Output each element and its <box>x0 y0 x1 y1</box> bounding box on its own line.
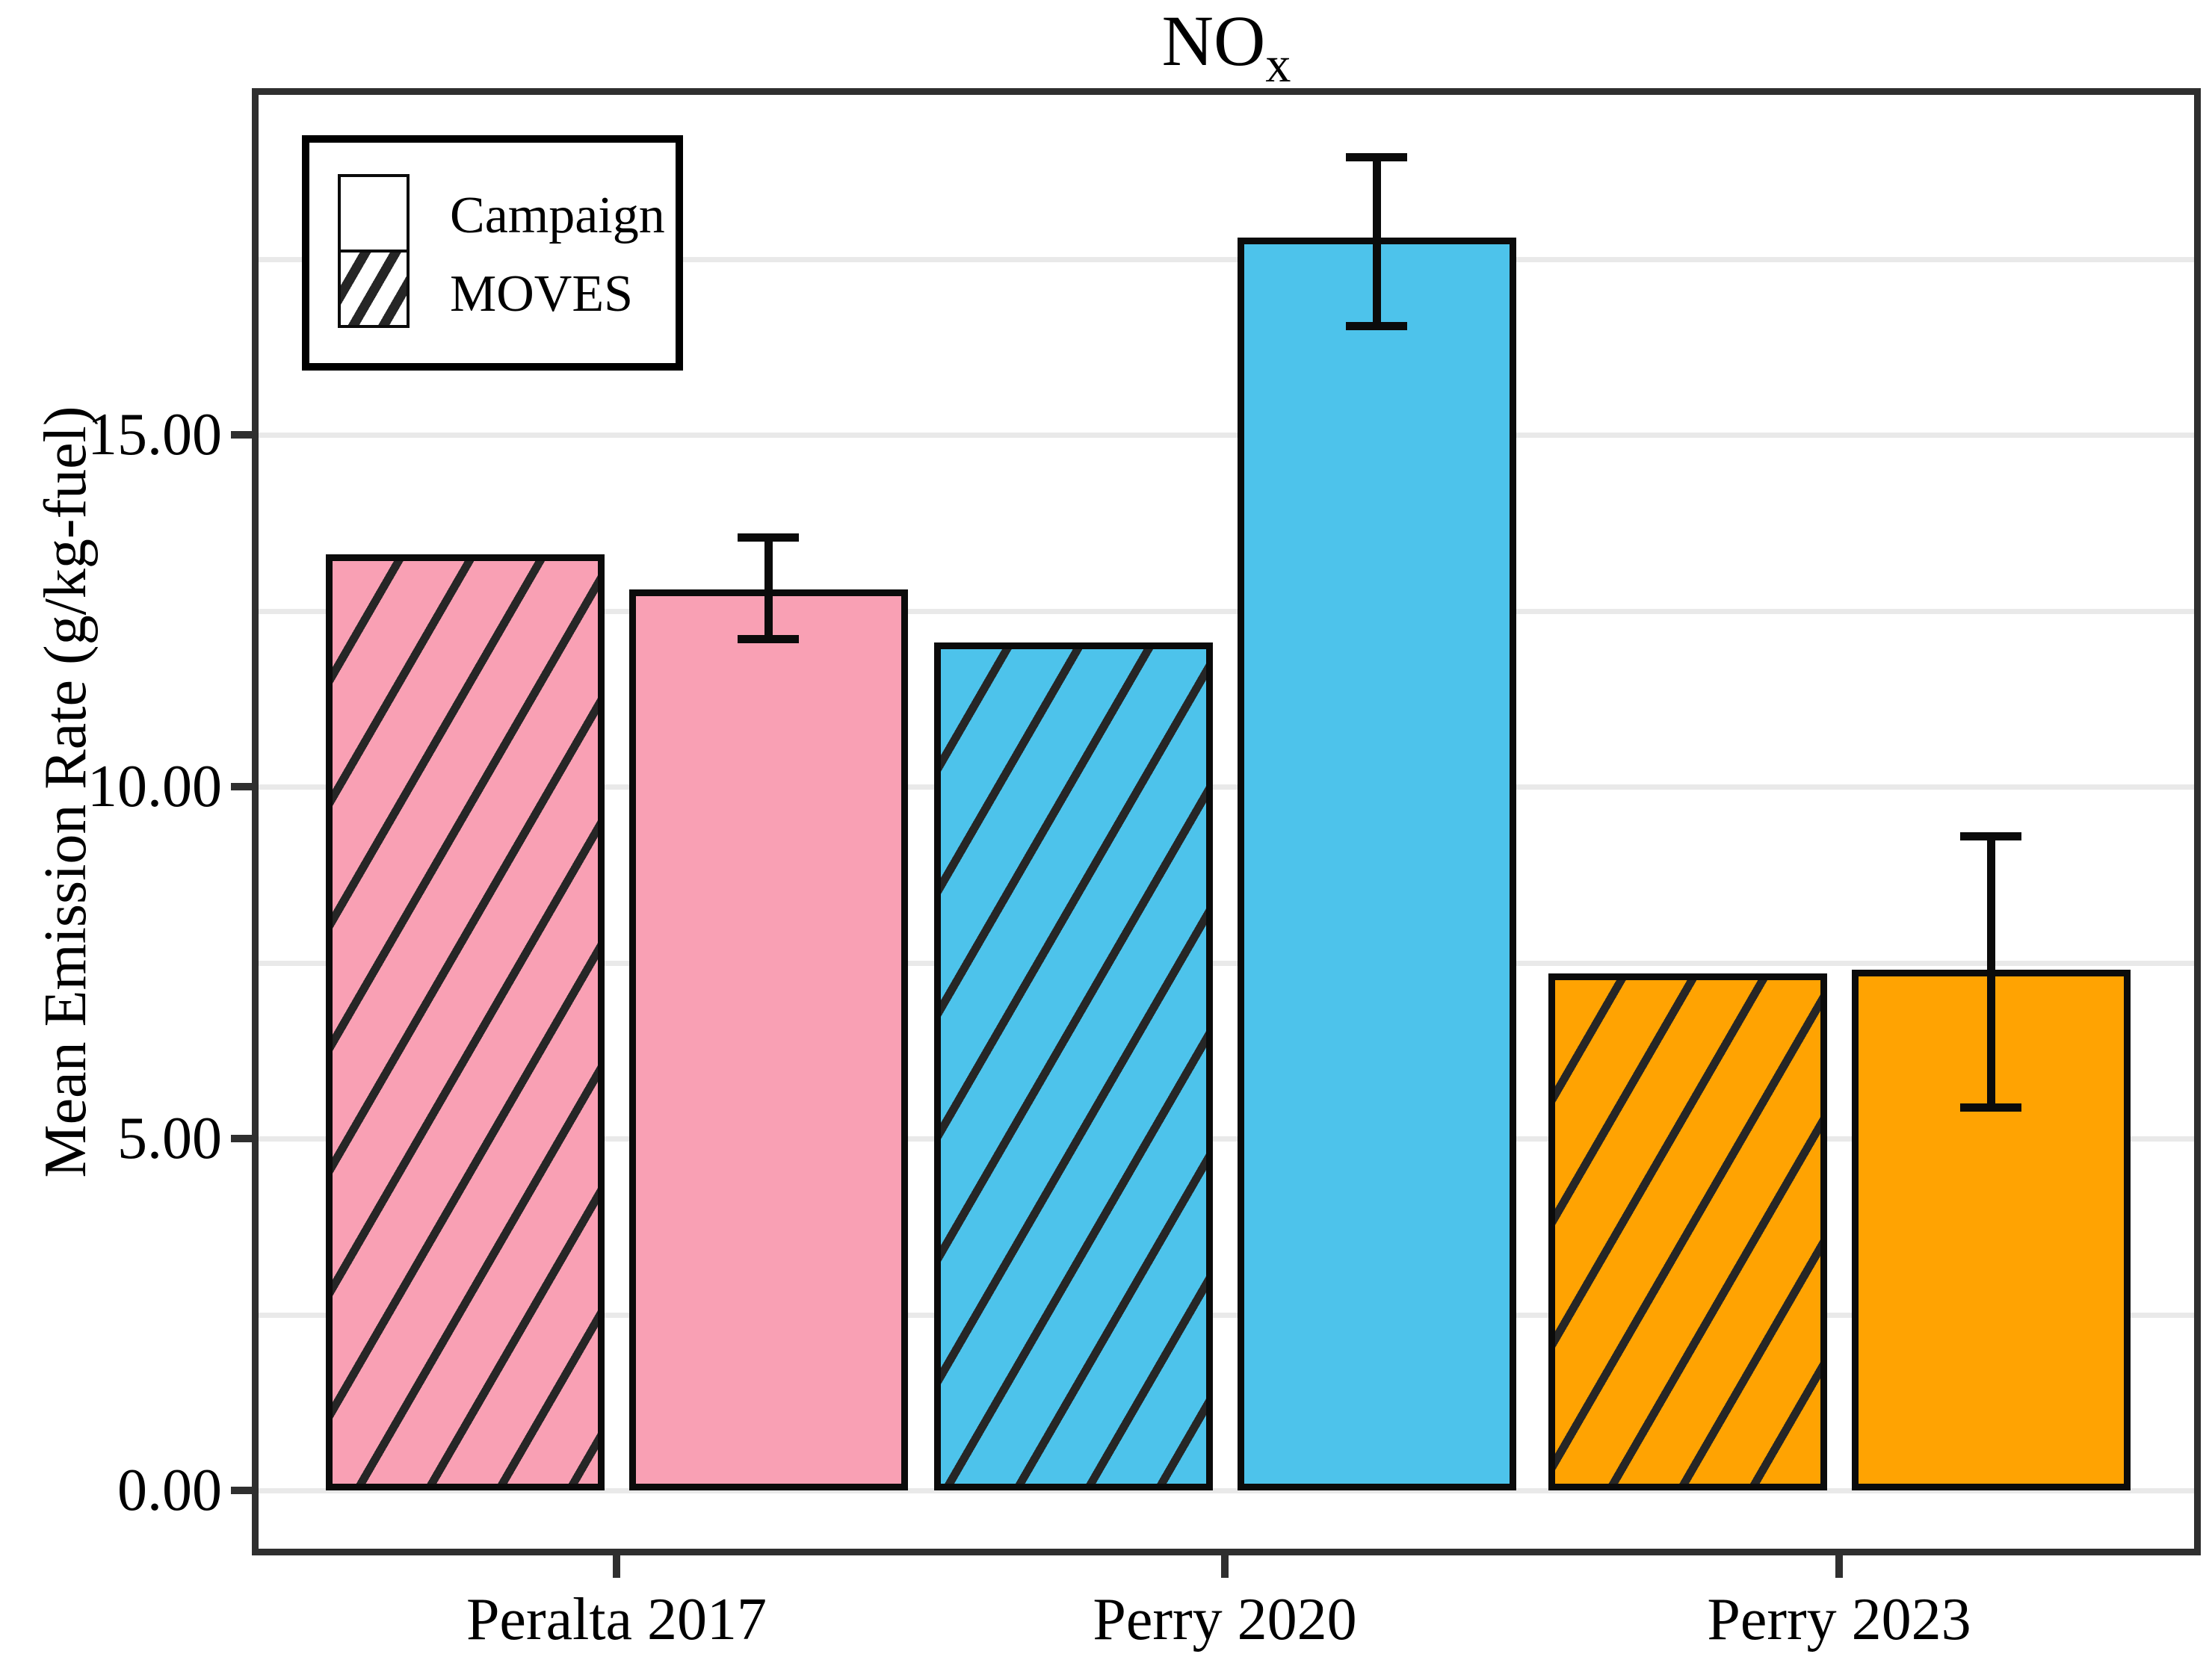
error-bar-line-campaign-1 <box>1373 156 1381 326</box>
x-tick-label-0: Peralta 2017 <box>466 1587 767 1653</box>
gridline-y-12.5 <box>259 608 2194 614</box>
chart-title: NOx <box>252 1 2201 93</box>
y-tick-mark-15.00 <box>231 431 252 439</box>
x-tick-mark-0 <box>613 1555 620 1578</box>
gridline-y-17.5 <box>259 256 2194 262</box>
chart-title-subscript: x <box>1265 36 1291 93</box>
gridline-y-0 <box>259 1488 2194 1493</box>
error-bar-cap-bottom-1 <box>1346 321 1407 330</box>
error-bar-cap-bottom-2 <box>1960 1103 2021 1112</box>
bar-moves-0 <box>325 554 605 1490</box>
x-tick-label-2: Perry 2023 <box>1707 1587 1971 1653</box>
error-bar-cap-bottom-0 <box>738 635 799 644</box>
x-tick-mark-1 <box>1221 1555 1229 1578</box>
y-tick-label-0.00: 0.00 <box>117 1458 222 1523</box>
gridline-y-5 <box>259 1136 2194 1142</box>
bar-moves-2 <box>1548 973 1827 1490</box>
y-tick-mark-5.00 <box>231 1135 252 1142</box>
chart-title-main: NO <box>1161 1 1266 81</box>
y-tick-mark-0.00 <box>231 1487 252 1494</box>
gridline-y-7.5 <box>259 960 2194 966</box>
y-tick-label-5.00: 5.00 <box>117 1106 222 1171</box>
y-tick-label-15.00: 15.00 <box>87 402 222 468</box>
legend-label-moves: MOVES <box>450 265 634 323</box>
error-bar-cap-top-2 <box>1960 831 2021 840</box>
bar-moves-1 <box>933 642 1213 1490</box>
legend-swatch-campaign <box>338 174 410 253</box>
error-bar-line-campaign-2 <box>1987 835 1995 1107</box>
bar-campaign-0 <box>628 589 908 1490</box>
legend-swatch-moves-hatched <box>338 250 410 328</box>
gridline-y-15 <box>259 433 2194 438</box>
gridline-y-2.5 <box>259 1312 2194 1318</box>
x-tick-mark-2 <box>1835 1555 1843 1578</box>
y-tick-mark-10.00 <box>231 783 252 790</box>
x-tick-label-1: Perry 2020 <box>1093 1587 1357 1653</box>
error-bar-cap-top-0 <box>738 533 799 542</box>
bar-campaign-1 <box>1237 238 1516 1490</box>
error-bar-line-campaign-0 <box>764 536 773 639</box>
legend-label-campaign: Campaign <box>450 187 665 244</box>
y-tick-label-10.00: 10.00 <box>87 754 222 820</box>
legend-box: Campaign MOVES <box>302 135 683 371</box>
gridline-y-10 <box>259 784 2194 790</box>
error-bar-cap-top-1 <box>1346 152 1407 161</box>
